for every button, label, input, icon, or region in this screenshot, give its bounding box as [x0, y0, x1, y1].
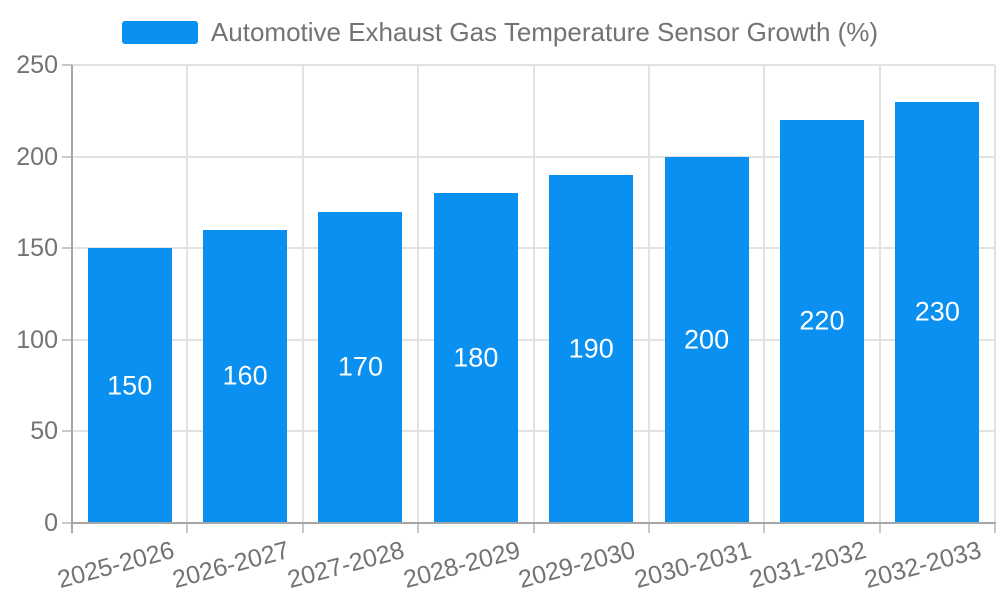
- gridline-vertical: [417, 65, 420, 523]
- y-axis-tick: [62, 430, 72, 433]
- y-axis-label: 0: [44, 509, 58, 537]
- bar-value-label: 200: [684, 324, 730, 355]
- gridline-vertical: [301, 65, 304, 523]
- y-axis-tick: [62, 247, 72, 250]
- y-axis-label: 100: [16, 325, 58, 354]
- bar-2028-2029[interactable]: 180: [433, 193, 518, 523]
- bar-value-label: 180: [453, 342, 499, 373]
- y-axis-label: 150: [16, 234, 58, 263]
- bar-2029-2030[interactable]: 190: [549, 174, 634, 523]
- y-axis-tick: [62, 338, 72, 341]
- gridline-vertical: [994, 65, 996, 523]
- gridline-vertical: [186, 65, 189, 523]
- gridline-vertical: [532, 65, 535, 523]
- legend[interactable]: Automotive Exhaust Gas Temperature Senso…: [0, 17, 1000, 48]
- legend-label[interactable]: Automotive Exhaust Gas Temperature Senso…: [210, 17, 879, 47]
- gridline-vertical: [647, 65, 650, 523]
- bar-2032-2033[interactable]: 230: [895, 101, 980, 523]
- y-axis-line: [71, 65, 73, 533]
- x-axis-tick: [647, 523, 650, 533]
- bar-2031-2032[interactable]: 220: [779, 119, 864, 523]
- bar-value-label: 150: [107, 370, 153, 401]
- x-axis-line: [71, 522, 996, 524]
- y-axis-tick: [62, 522, 72, 524]
- x-axis-tick: [532, 523, 535, 533]
- bar-2026-2027[interactable]: 160: [203, 229, 288, 523]
- bar-value-label: 220: [799, 305, 845, 336]
- x-axis-tick: [994, 523, 996, 533]
- bar-value-label: 230: [914, 296, 960, 327]
- x-axis-tick: [417, 523, 420, 533]
- bar-value-label: 190: [568, 333, 614, 364]
- bar-value-label: 170: [337, 351, 383, 382]
- y-axis-label: 250: [16, 51, 58, 79]
- y-axis-tick: [62, 64, 72, 66]
- x-axis-tick: [878, 523, 881, 533]
- gridline-vertical: [878, 65, 881, 523]
- x-axis-tick: [186, 523, 189, 533]
- y-axis-label: 50: [30, 417, 58, 446]
- x-axis-tick: [301, 523, 304, 533]
- y-axis-label: 200: [16, 142, 58, 171]
- bar-2030-2031[interactable]: 200: [664, 156, 749, 523]
- gridline-vertical: [763, 65, 766, 523]
- bar-2025-2026[interactable]: 150: [87, 248, 172, 523]
- legend-swatch[interactable]: [121, 21, 198, 44]
- y-axis-tick: [62, 155, 72, 158]
- bar-value-label: 160: [222, 360, 268, 391]
- x-axis-tick: [763, 523, 766, 533]
- bar-2027-2028[interactable]: 170: [318, 211, 403, 523]
